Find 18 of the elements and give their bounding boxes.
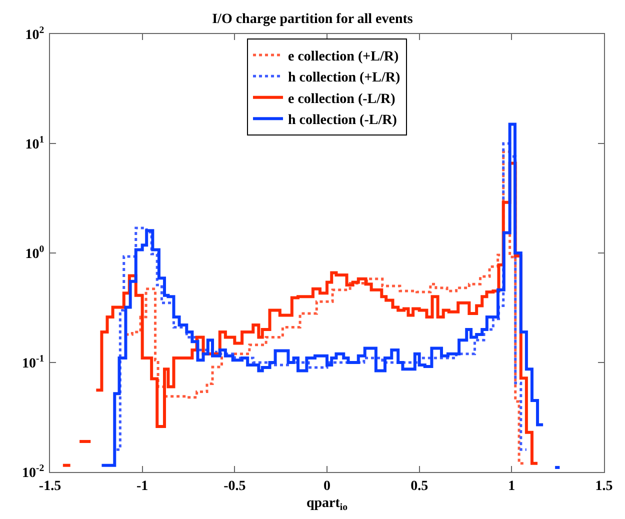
x-tick-label: 0 [324,478,330,494]
x-axis-title: qpart$_{io}$ [306,496,348,514]
legend-label: e collection (-L/R) [288,92,396,107]
x-tick-label: 0.5 [410,478,428,494]
x-tick-label: -1 [136,478,148,494]
legend-label: h collection (+L/R) [288,70,401,86]
y-tick-label: 10$^{2}$ [25,25,44,43]
x-tick-label: -0.5 [224,478,246,494]
legend-label: h collection (-L/R) [288,113,398,128]
chart-title: I/O charge partition for all events [212,12,414,27]
x-tick-label: 1.5 [595,478,613,494]
y-tick-label: 10$^{0}$ [25,244,44,262]
legend-label: e collection (+L/R) [288,49,399,64]
x-tick-label: 1 [508,478,516,494]
y-tick-label: 10$^{-2}$ [22,463,44,481]
y-tick-label: 10$^{1}$ [25,134,44,152]
y-tick-label: 10$^{-1}$ [22,354,44,372]
x-tick-label: -1.5 [38,478,62,494]
